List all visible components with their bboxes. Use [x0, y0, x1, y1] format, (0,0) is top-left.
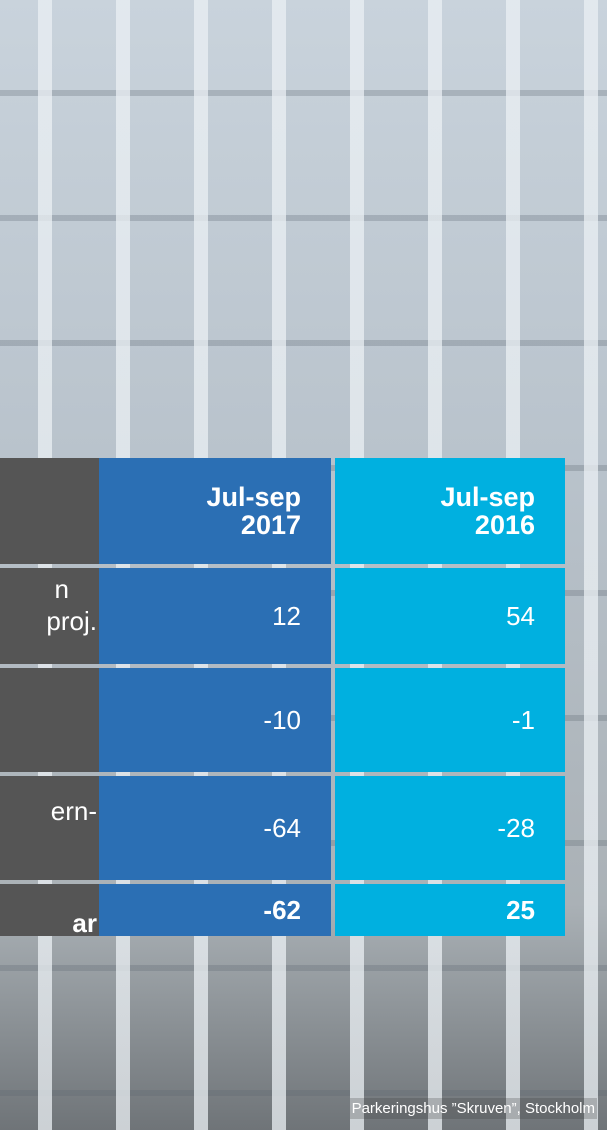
value-cell: -28 — [335, 776, 565, 880]
value-cell: 12 — [99, 568, 331, 664]
row-label: ern- — [51, 796, 97, 827]
value-cell: 54 — [335, 568, 565, 664]
row-label-cell — [0, 668, 99, 772]
caption: Parkeringshus ”Skruven”, Stockholm — [350, 1098, 597, 1119]
value-cell: -1 — [335, 668, 565, 772]
header-text: Jul-sep — [206, 483, 301, 511]
header-text: 2017 — [241, 511, 301, 539]
row-label: n — [55, 574, 69, 605]
row-label-cell: ar — [0, 884, 99, 936]
header-text: Jul-sep — [440, 483, 535, 511]
value-cell: -62 — [99, 884, 331, 936]
header-text: 2016 — [475, 511, 535, 539]
value-cell: -64 — [99, 776, 331, 880]
header-cell — [0, 458, 99, 564]
slide: Jul-sep2017Jul-sep2016nproj.1254-10-1ern… — [0, 0, 607, 1130]
value-cell: -10 — [99, 668, 331, 772]
value-cell: 25 — [335, 884, 565, 936]
row-label-cell: ern- — [0, 776, 99, 880]
row-label: proj. — [46, 606, 97, 637]
row-label: ar — [72, 908, 97, 939]
